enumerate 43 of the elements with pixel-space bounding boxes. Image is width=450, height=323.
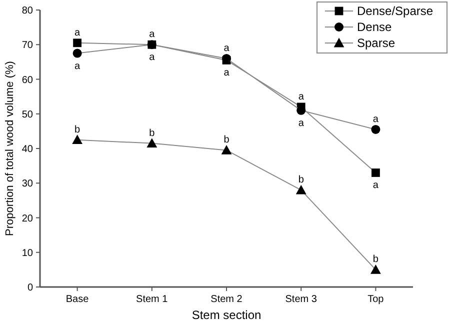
annotation: a xyxy=(74,60,81,72)
y-tick-label: 20 xyxy=(22,213,34,224)
y-tick-label: 60 xyxy=(22,74,34,86)
annotation: a xyxy=(74,27,81,38)
legend-label: Sparse xyxy=(357,36,396,50)
annotation: b xyxy=(298,174,304,186)
legend-label: Dense/Sparse xyxy=(357,4,434,18)
point xyxy=(146,138,158,148)
point xyxy=(72,134,82,144)
x-tick-label: Stem 3 xyxy=(285,294,318,305)
annotation: a xyxy=(149,52,156,64)
y-tick-label: 40 xyxy=(22,144,34,155)
annotation: a xyxy=(149,29,156,40)
annotation: a xyxy=(372,114,379,125)
annotation: b xyxy=(372,254,379,266)
x-axis-title: Stem section xyxy=(192,308,262,322)
legend-label: Dense xyxy=(357,20,392,34)
y-axis-title: Proportion of total wood volume (%) xyxy=(4,61,16,236)
y-tick-label: 70 xyxy=(22,40,34,52)
point xyxy=(221,145,232,154)
annotation: b xyxy=(74,124,81,136)
point xyxy=(73,38,82,48)
annotation: a xyxy=(298,91,304,102)
annotation: a xyxy=(224,68,230,79)
point xyxy=(372,168,380,177)
y-tick-label: 80 xyxy=(22,6,34,16)
annotation: a xyxy=(224,42,230,54)
y-tick-label: 0 xyxy=(27,282,34,294)
annotation: a xyxy=(298,118,304,129)
y-tick-label: 30 xyxy=(22,178,34,190)
annotation: b xyxy=(149,128,156,139)
point xyxy=(72,48,82,58)
point xyxy=(296,184,306,194)
annotation: b xyxy=(224,134,230,146)
annotation: a xyxy=(372,180,379,192)
x-tick-label: Stem 1 xyxy=(136,294,168,305)
point xyxy=(370,264,381,274)
x-tick-label: Stem 2 xyxy=(210,294,243,305)
x-tick-label: Top xyxy=(368,294,384,305)
y-tick-label: 50 xyxy=(22,109,34,120)
y-tick-label: 10 xyxy=(22,248,34,259)
x-tick-label: Base xyxy=(66,294,90,305)
point xyxy=(371,124,380,134)
